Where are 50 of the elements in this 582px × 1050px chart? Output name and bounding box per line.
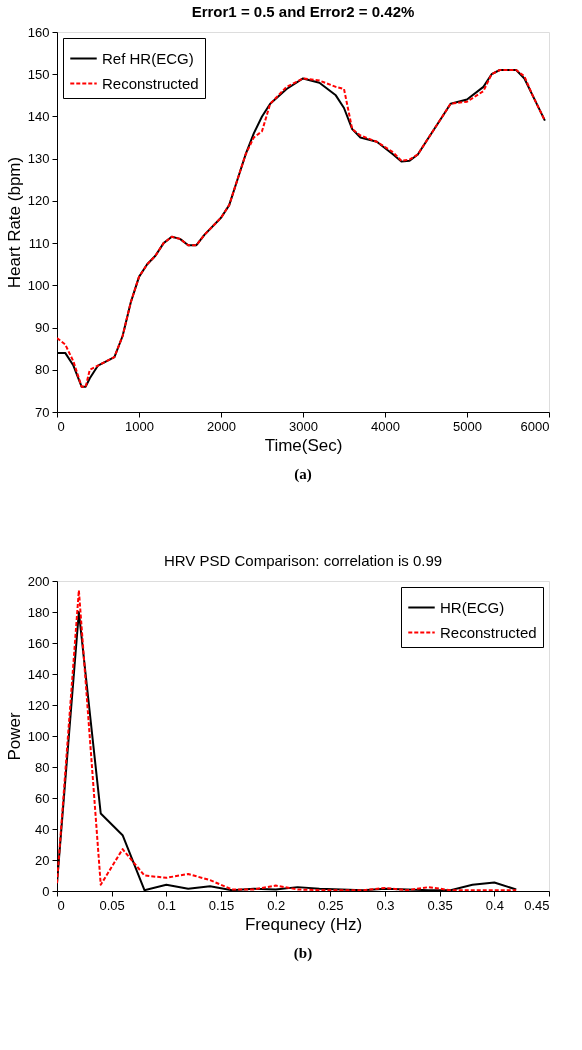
y-tick-label: 110 <box>28 235 50 251</box>
y-tick-label: 20 <box>35 852 50 868</box>
y-tick-label: 200 <box>27 573 50 589</box>
x-tick-label: 4000 <box>371 418 400 434</box>
x-tick-label: 3000 <box>289 418 318 434</box>
y-tick-label: 120 <box>27 697 50 713</box>
x-tick-label: 0 <box>57 897 65 913</box>
x-tick-label: 6000 <box>520 418 550 434</box>
y-tick-label: 130 <box>27 151 50 167</box>
legend-label: Reconstructed <box>440 623 537 641</box>
x-tick-label: 0.15 <box>208 897 235 913</box>
y-tick-label: 70 <box>35 404 50 420</box>
text: (b) <box>293 945 313 962</box>
x-tick-label: 0.2 <box>267 897 286 913</box>
x-axis-title: Frequnecy (Hz) <box>244 914 363 934</box>
legend-label: Reconstructed <box>102 74 199 92</box>
y-tick-label: 150 <box>27 66 50 82</box>
x-tick-label: 0.35 <box>427 897 453 913</box>
x-tick-label: 2000 <box>207 418 236 434</box>
y-tick-label: 100 <box>27 277 50 293</box>
y-tick-label: 180 <box>27 604 50 620</box>
x-tick-label: 0.25 <box>318 897 344 913</box>
y-tick-label: 160 <box>27 24 50 40</box>
y-tick-label: 120 <box>27 193 50 209</box>
y-tick-label: 160 <box>27 635 50 651</box>
legend-label: HR(ECG) <box>440 598 505 616</box>
legend-label: Ref HR(ECG) <box>102 49 194 67</box>
y-tick-label: 0 <box>42 883 50 899</box>
y-tick-label: 90 <box>35 320 50 336</box>
y-tick-label: 80 <box>35 362 50 378</box>
y-axis-title: Power <box>4 712 24 761</box>
x-axis-title: Time(Sec) <box>264 435 343 455</box>
x-tick-label: 5000 <box>453 418 482 434</box>
y-axis-title: Heart Rate (bpm) <box>4 156 24 289</box>
y-tick-label: 60 <box>35 790 50 806</box>
y-tick-label: 140 <box>27 108 50 124</box>
y-tick-label: 140 <box>27 666 50 682</box>
text: (a) <box>294 466 312 483</box>
x-tick-label: 1000 <box>125 418 154 434</box>
x-tick-label: 0 <box>57 418 65 434</box>
x-tick-label: 0.3 <box>376 897 395 913</box>
x-tick-label: 0.45 <box>524 897 550 913</box>
chart-title: HRV PSD Comparison: correlation is 0.99 <box>163 552 443 569</box>
x-tick-label: 0.4 <box>485 897 504 913</box>
y-tick-label: 100 <box>27 728 50 744</box>
x-tick-label: 0.1 <box>157 897 176 913</box>
y-tick-label: 40 <box>35 821 50 837</box>
x-tick-label: 0.05 <box>99 897 125 913</box>
chart-title: Error1 = 0.5 and Error2 = 0.42% <box>191 3 415 20</box>
y-tick-label: 80 <box>35 759 50 775</box>
